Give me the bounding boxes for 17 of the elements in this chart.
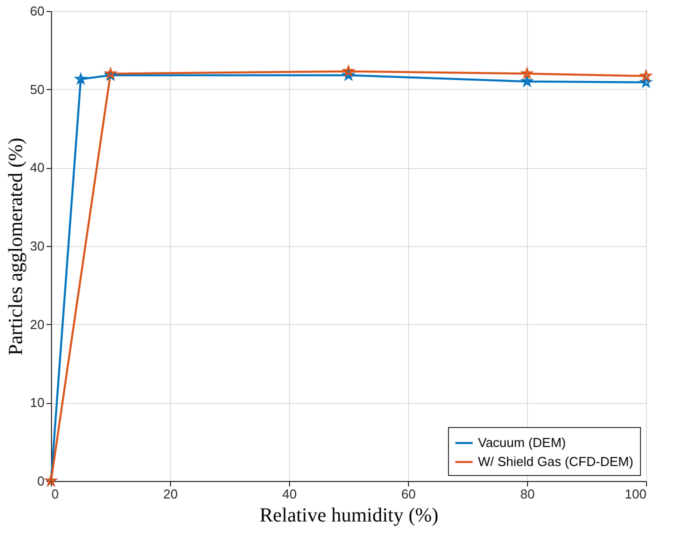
x-tick-label: 60 bbox=[401, 486, 416, 502]
legend-label: W/ Shield Gas (CFD-DEM) bbox=[478, 454, 634, 469]
y-tick-label: 10 bbox=[30, 395, 44, 410]
y-tick-label: 30 bbox=[30, 238, 44, 254]
legend-label: Vacuum (DEM) bbox=[478, 435, 566, 450]
x-tick-label: 80 bbox=[520, 486, 535, 502]
x-axis-title: Relative humidity (%) bbox=[260, 504, 438, 526]
y-tick-label: 50 bbox=[30, 82, 44, 97]
x-tick-label: 100 bbox=[624, 486, 646, 502]
y-tick-label: 60 bbox=[30, 4, 44, 18]
y-axis-title: Particles agglomerated (%) bbox=[5, 138, 28, 356]
y-tick-label: 40 bbox=[30, 160, 44, 176]
x-tick-label: 0 bbox=[52, 486, 59, 502]
x-tick-label: 20 bbox=[163, 486, 178, 502]
x-tick-label: 40 bbox=[282, 486, 297, 502]
y-tick-label: 20 bbox=[30, 316, 44, 332]
y-tick-label: 0 bbox=[37, 474, 44, 488]
